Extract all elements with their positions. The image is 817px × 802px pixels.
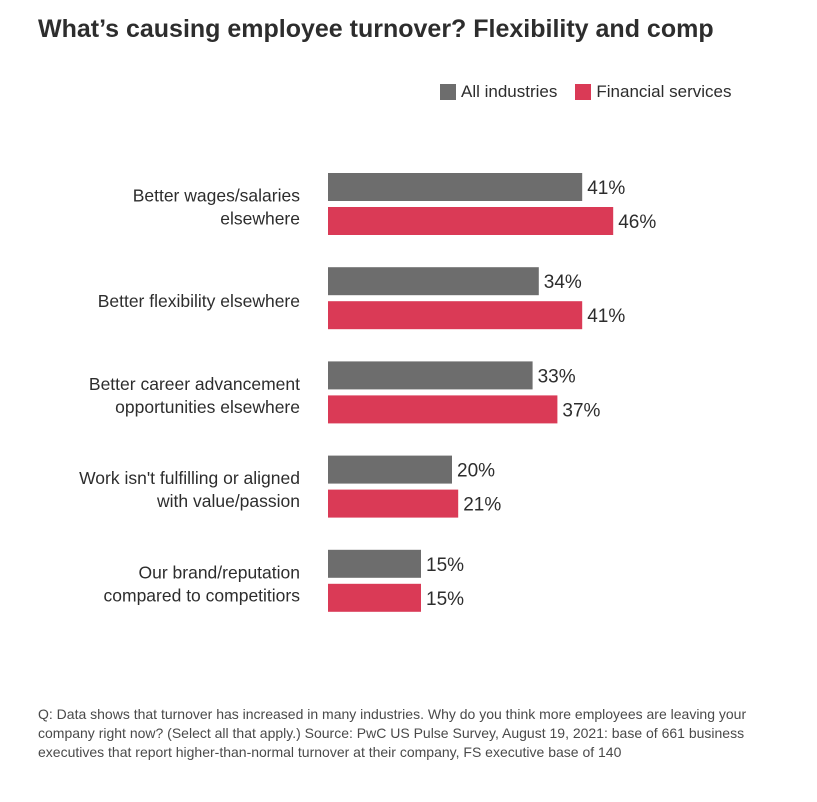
data-label: 37%: [562, 400, 600, 421]
bar-financial-services: [328, 583, 421, 612]
bar-all-industries: [328, 549, 421, 578]
category-label: elsewhere: [220, 209, 300, 229]
data-label: 15%: [426, 589, 464, 610]
category-label: Our brand/reputation: [139, 562, 301, 582]
data-label: 41%: [587, 306, 625, 327]
bar-financial-services: [328, 395, 558, 424]
category-label: Better wages/salaries: [133, 186, 301, 206]
legend-item-all-industries: All industries: [440, 82, 557, 102]
category-label: Better career advancement: [89, 374, 300, 394]
footnote: Q: Data shows that turnover has increase…: [38, 706, 747, 760]
category-label: Better flexibility elsewhere: [98, 291, 300, 311]
data-label: 15%: [426, 555, 464, 576]
legend-swatch-financial-services: [575, 84, 592, 100]
bar-all-industries: [328, 267, 539, 296]
legend: All industries Financial services: [440, 82, 731, 102]
bar-chart: Better wages/salaries elsewhere 41% 46% Bett…: [79, 173, 656, 612]
category-label: Work isn't fulfilling or aligned: [79, 468, 300, 488]
data-label: 34%: [544, 272, 582, 293]
bar-financial-services: [328, 301, 583, 330]
category-label: opportunities elsewhere: [115, 397, 300, 417]
data-label: 41%: [587, 178, 625, 199]
chart-title: What’s causing employee turnover? Flexib…: [38, 15, 714, 43]
bar-all-industries: [328, 455, 452, 484]
category-label: with value/passion: [156, 491, 300, 511]
bar-financial-services: [328, 207, 614, 235]
data-label: 21%: [463, 495, 501, 516]
bar-all-industries: [328, 361, 533, 390]
data-label: 20%: [457, 461, 495, 482]
data-label: 33%: [538, 366, 576, 387]
category-label: compared to competitiors: [104, 585, 301, 605]
bar-all-industries: [328, 173, 583, 201]
legend-label-all-industries: All industries: [461, 82, 558, 101]
legend-item-financial-services: Financial services: [575, 82, 731, 102]
legend-swatch-all-industries: [440, 84, 456, 100]
data-label: 46%: [618, 212, 656, 233]
legend-label-financial-services: Financial services: [596, 82, 732, 101]
bar-financial-services: [328, 489, 459, 518]
